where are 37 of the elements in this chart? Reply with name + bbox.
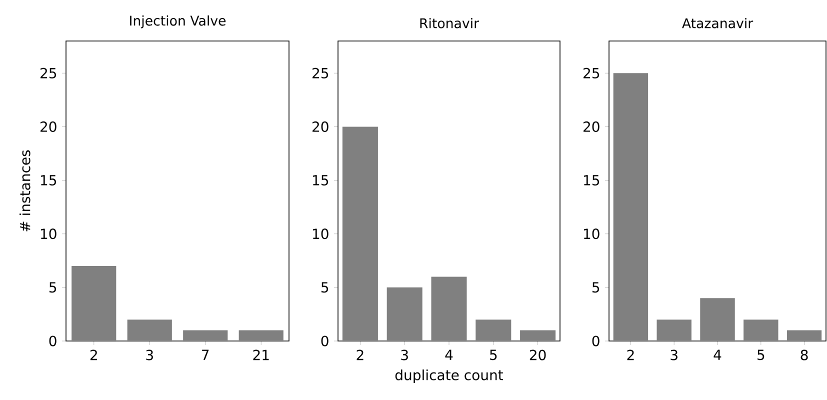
chart-title: Atazanavir	[682, 18, 754, 28]
x-tick-label: 8	[800, 350, 808, 360]
x-tick-label: 3	[401, 350, 408, 360]
y-axis-title: # instances	[20, 150, 30, 232]
y-tick-label: 15	[584, 175, 600, 186]
y-tick-label: 20	[40, 121, 56, 132]
y-tick-label: 0	[49, 336, 56, 346]
y-tick-label: 15	[41, 175, 56, 186]
x-tick-label: 5	[490, 350, 497, 360]
y-tick-label: 5	[592, 282, 600, 293]
y-tick-label: 10	[41, 228, 56, 240]
x-tick-label: 3	[146, 350, 153, 360]
chart-title: Ritonavir	[420, 18, 480, 28]
y-tick-label: 10	[313, 228, 328, 240]
x-tick-label: 3	[670, 350, 678, 360]
x-tick-label: 21	[253, 350, 269, 360]
y-tick-label: 5	[321, 282, 328, 293]
x-tick-label: 4	[714, 350, 722, 360]
x-tick-label: 2	[356, 350, 364, 360]
y-tick-label: 20	[312, 121, 328, 132]
y-tick-label: 25	[312, 68, 328, 78]
y-tick-label: 15	[313, 175, 328, 186]
y-tick-label: 25	[40, 68, 56, 78]
x-tick-label: 20	[530, 350, 546, 360]
x-tick-label: 2	[90, 350, 97, 360]
x-tick-label: 5	[758, 350, 764, 360]
y-tick-label: 0	[592, 336, 600, 346]
y-tick-label: 0	[321, 336, 328, 346]
x-tick-label: 4	[445, 350, 453, 360]
y-tick-label: 10	[584, 228, 600, 240]
x-tick-label: 7	[202, 350, 209, 360]
x-axis-title: duplicate count	[395, 369, 504, 383]
y-tick-label: 20	[584, 121, 600, 132]
y-tick-label: 5	[49, 282, 56, 293]
y-tick-label: 25	[584, 68, 600, 78]
chart-title: Injection Valve	[130, 15, 226, 28]
x-tick-label: 2	[627, 350, 634, 360]
